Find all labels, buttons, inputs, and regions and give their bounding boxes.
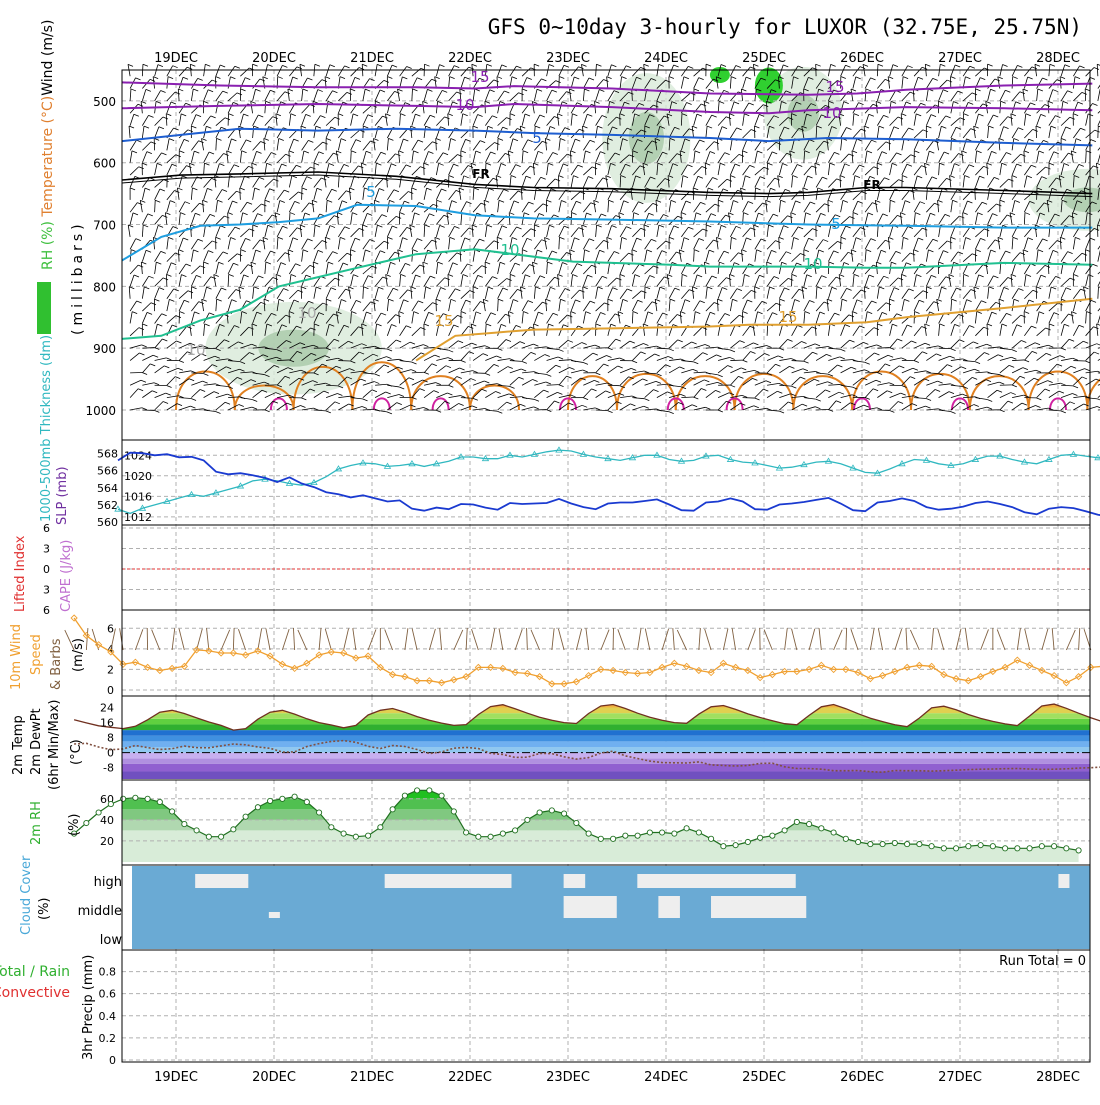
y-tick-700: 700 — [93, 219, 116, 233]
date-label-top-24DEC: 24DEC — [644, 51, 688, 66]
date-label-bottom-19DEC: 19DEC — [154, 1070, 198, 1085]
date-label-bottom-21DEC: 21DEC — [350, 1070, 394, 1085]
y-tick-500: 500 — [93, 95, 116, 109]
date-label-top-22DEC: 22DEC — [448, 51, 492, 66]
date-label-top-20DEC: 20DEC — [252, 51, 296, 66]
y-tick-600: 600 — [93, 157, 116, 171]
date-label-bottom-23DEC: 23DEC — [546, 1070, 590, 1085]
date-label-top-26DEC: 26DEC — [840, 51, 884, 66]
y-tick-900: 900 — [93, 342, 116, 356]
rh-patch-saturated — [755, 67, 783, 103]
date-label-top-27DEC: 27DEC — [938, 51, 982, 66]
date-label-bottom-20DEC: 20DEC — [252, 1070, 296, 1085]
date-label-top-25DEC: 25DEC — [742, 51, 786, 66]
date-label-bottom-28DEC: 28DEC — [1036, 1070, 1080, 1085]
y-tick-1000: 1000 — [85, 404, 116, 418]
date-label-bottom-24DEC: 24DEC — [644, 1070, 688, 1085]
date-label-top-28DEC: 28DEC — [1036, 51, 1080, 66]
chart-title: GFS 0~10day 3-hourly for LUXOR (32.75E, … — [488, 15, 1082, 39]
date-label-top-23DEC: 23DEC — [546, 51, 590, 66]
date-label-bottom-27DEC: 27DEC — [938, 1070, 982, 1085]
date-label-bottom-22DEC: 22DEC — [448, 1070, 492, 1085]
date-label-bottom-25DEC: 25DEC — [742, 1070, 786, 1085]
date-label-bottom-26DEC: 26DEC — [840, 1070, 884, 1085]
date-label-top-21DEC: 21DEC — [350, 51, 394, 66]
y-tick-800: 800 — [93, 280, 116, 294]
date-label-top-19DEC: 19DEC — [154, 51, 198, 66]
